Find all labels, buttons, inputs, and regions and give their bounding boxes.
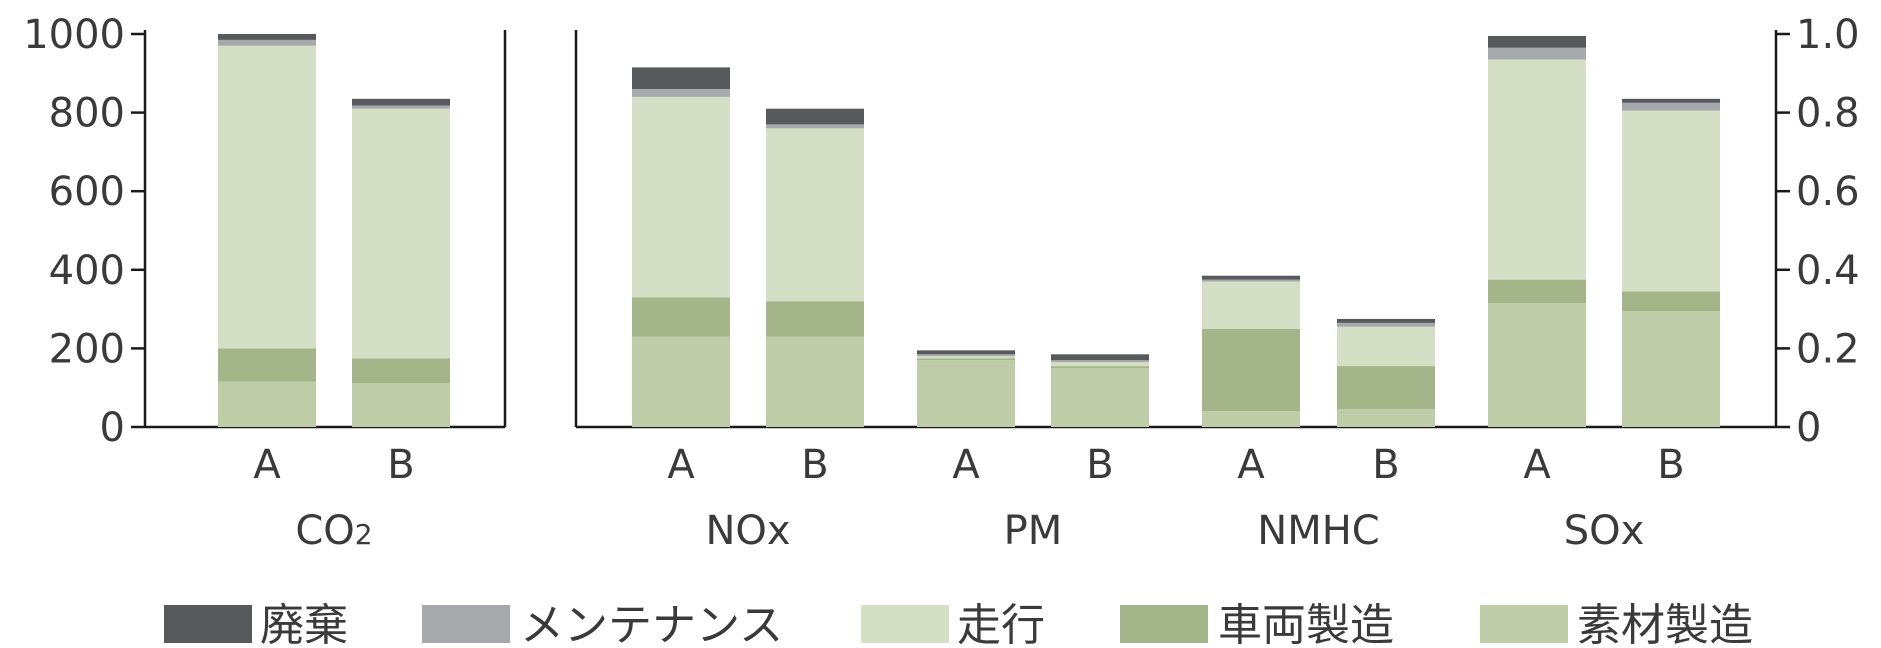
group-label-text: SOx — [1564, 508, 1645, 554]
legend-label: 廃棄 — [260, 600, 348, 648]
group-label-text: NMHC — [1257, 508, 1379, 554]
bar-segment — [1488, 279, 1586, 304]
x-category-label: B — [801, 442, 828, 488]
bar-segment — [632, 96, 730, 298]
legend-label: メンテナンス — [520, 600, 783, 648]
legend-swatch — [1120, 605, 1208, 643]
bar-segment — [766, 124, 864, 129]
bar-segment — [352, 105, 450, 109]
bar-segment — [1202, 281, 1300, 329]
group-label: NMHC — [1257, 508, 1379, 554]
x-category-label: A — [1523, 442, 1551, 488]
y-tick-label: 1.0 — [1796, 12, 1860, 58]
bar-segment — [218, 348, 316, 382]
x-category-label: B — [1657, 442, 1684, 488]
group-label-text: PM — [1004, 508, 1063, 554]
group-label-text: CO — [295, 508, 354, 554]
bar-segment — [917, 360, 1015, 427]
y-tick-label: 800 — [49, 91, 125, 137]
bar-segment — [632, 67, 730, 90]
y-tick-label: 0.2 — [1796, 326, 1860, 372]
legend-swatch — [164, 605, 252, 643]
bar-segment — [917, 356, 1015, 359]
bar-segment — [1051, 360, 1149, 363]
bar-segment — [766, 128, 864, 302]
bar-segment — [632, 336, 730, 427]
y-tick-label: 0.6 — [1796, 169, 1860, 215]
group-label: PM — [1004, 508, 1063, 554]
bar-segment — [917, 350, 1015, 355]
legend-swatch — [861, 605, 949, 643]
bar-segment — [1202, 279, 1300, 282]
legend-swatch — [1480, 605, 1568, 643]
bar-segment — [1622, 110, 1720, 292]
bar-segment — [352, 98, 450, 106]
bar-segment — [1488, 303, 1586, 427]
x-category-label: A — [667, 442, 695, 488]
bar-segment — [1337, 322, 1435, 327]
bar-segment — [1337, 366, 1435, 410]
x-category-label: B — [387, 442, 414, 488]
bar-segment — [1202, 328, 1300, 412]
bar-segment — [352, 358, 450, 383]
y-tick-label: 200 — [49, 326, 125, 372]
bar-segment — [218, 39, 316, 46]
x-category-label: A — [952, 442, 980, 488]
y-tick-label: 600 — [49, 169, 125, 215]
y-tick-label: 400 — [49, 248, 125, 294]
x-category-label: A — [1237, 442, 1265, 488]
group-label: NOx — [705, 508, 790, 554]
bar-segment — [1051, 354, 1149, 361]
bar-segment — [766, 336, 864, 427]
bar-segment — [917, 354, 1015, 357]
bar-segment — [218, 381, 316, 427]
bar-segment — [1337, 318, 1435, 323]
bar-segment — [917, 358, 1015, 361]
group-label: CO2 — [295, 508, 372, 554]
x-category-label: A — [253, 442, 281, 488]
bar-segment — [218, 34, 316, 40]
y-tick-label: 1000 — [23, 12, 125, 58]
bar-segment — [1051, 366, 1149, 369]
legend: 廃棄 メンテナンス 走行 車両製造 素材製造 — [164, 600, 1753, 648]
x-category-label: B — [1086, 442, 1113, 488]
bar-segment — [1488, 47, 1586, 60]
bar-segment — [766, 108, 864, 125]
legend-swatch — [422, 605, 510, 643]
bar-segment — [218, 45, 316, 349]
bar-segment — [632, 297, 730, 337]
group-label-text: NOx — [705, 508, 790, 554]
legend-label: 車両製造 — [1218, 600, 1394, 648]
bar-segment — [352, 382, 450, 427]
y-tick-label: 0.8 — [1796, 91, 1860, 137]
group-label-subscript: 2 — [355, 518, 373, 551]
bar-segment — [1337, 409, 1435, 427]
group-label: SOx — [1564, 508, 1645, 554]
bar-segment — [352, 108, 450, 359]
y-tick-label: 0 — [100, 405, 125, 451]
bar-segment — [1202, 275, 1300, 280]
bar-segment — [1202, 411, 1300, 427]
bar-segment — [1622, 98, 1720, 103]
legend-label: 走行 — [957, 600, 1045, 648]
bar-segment — [766, 301, 864, 337]
bar-segment — [1488, 59, 1586, 280]
legend-label: 素材製造 — [1577, 600, 1753, 648]
bar-segment — [1337, 326, 1435, 367]
y-tick-label: 0.4 — [1796, 248, 1860, 294]
left-chart-panel: 0 200 400 600 800 1000 A B CO2 — [23, 12, 507, 554]
bar-segment — [1488, 35, 1586, 48]
bar-segment — [1051, 362, 1149, 367]
bar-segment — [1051, 368, 1149, 427]
bar-segment — [1622, 291, 1720, 312]
bar-segment — [1622, 311, 1720, 427]
bar-segment — [632, 89, 730, 97]
bar-segment — [1622, 102, 1720, 111]
y-tick-label: 0 — [1796, 405, 1821, 451]
x-category-label: B — [1372, 442, 1399, 488]
